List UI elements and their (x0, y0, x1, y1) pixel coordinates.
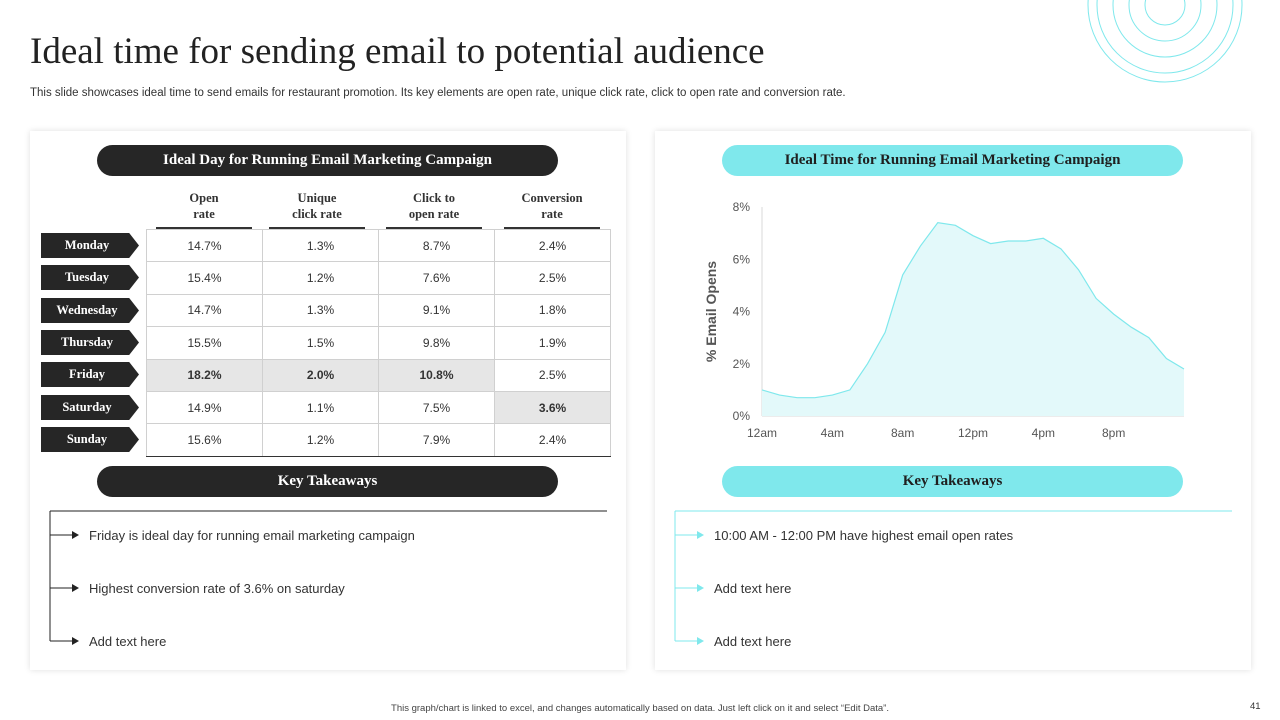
table-row: 15.4% 1.2% 7.6% 2.5% (146, 261, 611, 295)
chart-y-tick-label: 8% (733, 200, 751, 214)
chart-y-tick-label: 6% (733, 252, 751, 266)
email-opens-chart: 0% 2% 4% 6% 8% 12am 4am 8am 12pm 4pm 8pm % Email … (703, 200, 1185, 440)
table-cell: 1.8% (494, 293, 611, 328)
table-cell: 14.7% (146, 293, 263, 328)
day-label-thursday: Thursday (41, 330, 139, 355)
table-cell: 9.8% (378, 326, 495, 360)
col-header-open-rate: Open rate (189, 191, 219, 221)
table-row: 15.6% 1.2% 7.9% 2.4% (146, 423, 611, 457)
left-key-takeaways-heading: Key Takeaways (97, 466, 558, 497)
table-cell: 1.3% (262, 293, 379, 328)
table-cell: 1.9% (494, 326, 611, 360)
table-row: 14.7% 1.3% 8.7% 2.4% (146, 228, 611, 263)
col-underline (156, 227, 252, 229)
chart-x-tick-label: 12am (747, 426, 777, 440)
col-underline (269, 227, 365, 229)
table-cell: 1.3% (262, 228, 379, 263)
table-cell: 14.9% (146, 390, 263, 425)
day-label-wednesday: Wednesday (41, 298, 139, 323)
table-cell: 1.2% (262, 261, 379, 295)
ideal-time-heading: Ideal Time for Running Email Marketing C… (722, 145, 1183, 176)
chart-line-series (761, 222, 1185, 399)
day-label-saturday: Saturday (41, 395, 139, 420)
right-takeaway-item: Add text here (714, 634, 792, 649)
table-cell: 9.1% (378, 293, 495, 328)
table-cell: 7.5% (378, 390, 495, 425)
table-cell: 15.6% (146, 423, 263, 457)
table-row: 18.2% 2.0% 10.8% 2.5% (146, 358, 611, 392)
col-header-conversion-rate: Conversion rate (521, 191, 583, 221)
table-cell-highlight: 10.8% (378, 358, 495, 392)
table-row: 14.7% 1.3% 9.1% 1.8% (146, 293, 611, 328)
table-cell: 1.2% (262, 423, 379, 457)
table-cell: 2.4% (494, 228, 611, 263)
chart-x-tick-label: 4pm (1032, 426, 1055, 440)
left-takeaways-connector-icon (49, 510, 607, 645)
day-label-friday: Friday (41, 362, 139, 387)
table-cell: 1.5% (262, 326, 379, 360)
table-cell: 2.5% (494, 358, 611, 392)
left-takeaway-item: Friday is ideal day for running email ma… (89, 528, 415, 543)
col-header-unique-click-rate: Unique click rate (292, 191, 342, 221)
page-subtitle: This slide showcases ideal time to send … (30, 87, 846, 99)
table-row: 15.5% 1.5% 9.8% 1.9% (146, 326, 611, 360)
right-takeaway-item: Add text here (714, 581, 792, 596)
table-cell: 15.4% (146, 261, 263, 295)
ideal-day-heading: Ideal Day for Running Email Marketing Ca… (97, 145, 558, 176)
table-row: 14.9% 1.1% 7.5% 3.6% (146, 390, 611, 425)
table-cell: 7.9% (378, 423, 495, 457)
chart-y-tick-label: 0% (733, 409, 751, 423)
table-cell-highlight: 2.0% (262, 358, 379, 392)
table-cell: 2.5% (494, 261, 611, 295)
table-cell: 2.4% (494, 423, 611, 457)
day-label-monday: Monday (41, 233, 139, 258)
chart-area-series (762, 222, 1184, 416)
decorative-rings-icon (1087, 0, 1243, 83)
left-takeaway-item: Add text here (89, 634, 167, 649)
chart-x-tick-label: 4am (821, 426, 844, 440)
right-takeaway-item: 10:00 AM - 12:00 PM have highest email o… (714, 528, 1014, 543)
table-cell: 1.1% (262, 390, 379, 425)
table-cell: 8.7% (378, 228, 495, 263)
table-cell-highlight: 18.2% (146, 358, 263, 392)
col-header-click-to-open-rate: Click to open rate (408, 191, 460, 221)
footer-note: This graph/chart is linked to excel, and… (391, 703, 889, 714)
left-takeaway-item: Highest conversion rate of 3.6% on satur… (89, 581, 345, 596)
chart-y-tick-label: 4% (733, 305, 751, 319)
page-number: 41 (1250, 701, 1261, 712)
chart-y-ticks: 0% 2% 4% 6% 8% (733, 200, 751, 423)
table-cell: 14.7% (146, 228, 263, 263)
table-cell-highlight: 3.6% (494, 390, 611, 425)
chart-x-tick-label: 12pm (958, 426, 988, 440)
chart-y-axis-label: % Email Opens (703, 261, 719, 362)
page-title: Ideal time for sending email to potentia… (30, 31, 765, 72)
day-label-sunday: Sunday (41, 427, 139, 452)
chart-x-tick-label: 8pm (1102, 426, 1125, 440)
col-underline (386, 227, 482, 229)
chart-x-ticks: 12am 4am 8am 12pm 4pm 8pm (747, 426, 1125, 440)
chart-x-tick-label: 8am (891, 426, 914, 440)
table-cell: 15.5% (146, 326, 263, 360)
chart-y-tick-label: 2% (733, 357, 751, 371)
day-metrics-table: 14.7% 1.3% 8.7% 2.4% 15.4% 1.2% 7.6% 2.5… (146, 228, 611, 457)
col-underline (504, 227, 600, 229)
right-takeaways-connector-icon (674, 510, 1232, 645)
right-key-takeaways-heading: Key Takeaways (722, 466, 1183, 497)
table-cell: 7.6% (378, 261, 495, 295)
day-label-tuesday: Tuesday (41, 265, 139, 290)
